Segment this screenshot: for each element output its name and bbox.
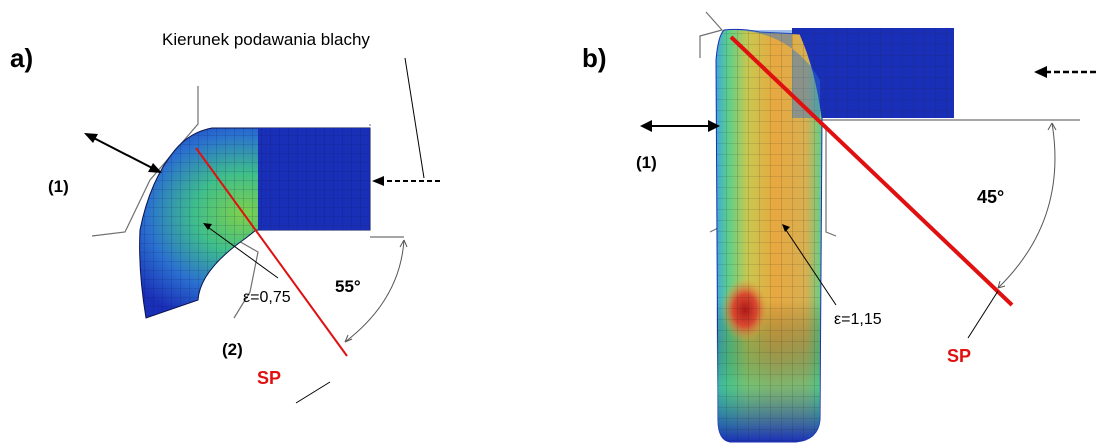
panel-a-die-outline [91, 86, 199, 237]
panel-b-strain-pointer [783, 226, 837, 306]
panel-a-angle-arc [344, 239, 405, 343]
panel-b-angle-arc [997, 122, 1056, 289]
panel-a-plane-line [195, 147, 348, 357]
panel-b-die-outline [699, 11, 724, 58]
panel-a-strain-label: ε=0,75 [243, 289, 291, 306]
panel-b: b) (1) ε=1,15 45° SP [582, 11, 1096, 443]
panel-b-plane-line [729, 35, 1014, 307]
panel-a-feed-leader [404, 57, 425, 179]
panel-b-wall-grid [716, 29, 822, 442]
panel-a-plane-label: SP [257, 368, 281, 388]
panel-a-motion-arrow [85, 133, 161, 173]
panel-a: a) Kierunek podawania blachy (1) (2) [10, 30, 440, 404]
panel-b-label-1: (1) [636, 153, 657, 172]
panel-a-label-1: (1) [48, 177, 69, 196]
panel-b-plane-label: SP [947, 346, 971, 366]
panel-a-strain-pointer [204, 224, 279, 279]
panel-b-angle-label: 45° [977, 187, 1004, 207]
panel-a-punch-outline [233, 239, 259, 319]
panel-b-letter: b) [582, 43, 607, 73]
panel-a-angle-label: 55° [335, 277, 361, 296]
panel-b-punch-outline [825, 125, 837, 237]
panel-a-sp-leader [295, 381, 331, 404]
panel-b-strain-label: ε=1,15 [834, 311, 882, 328]
panel-a-feed-direction-label: Kierunek podawania blachy [162, 30, 370, 49]
panel-a-label-2: (2) [222, 340, 243, 359]
panel-b-sp-leader [967, 290, 999, 339]
panel-a-letter: a) [10, 43, 33, 73]
